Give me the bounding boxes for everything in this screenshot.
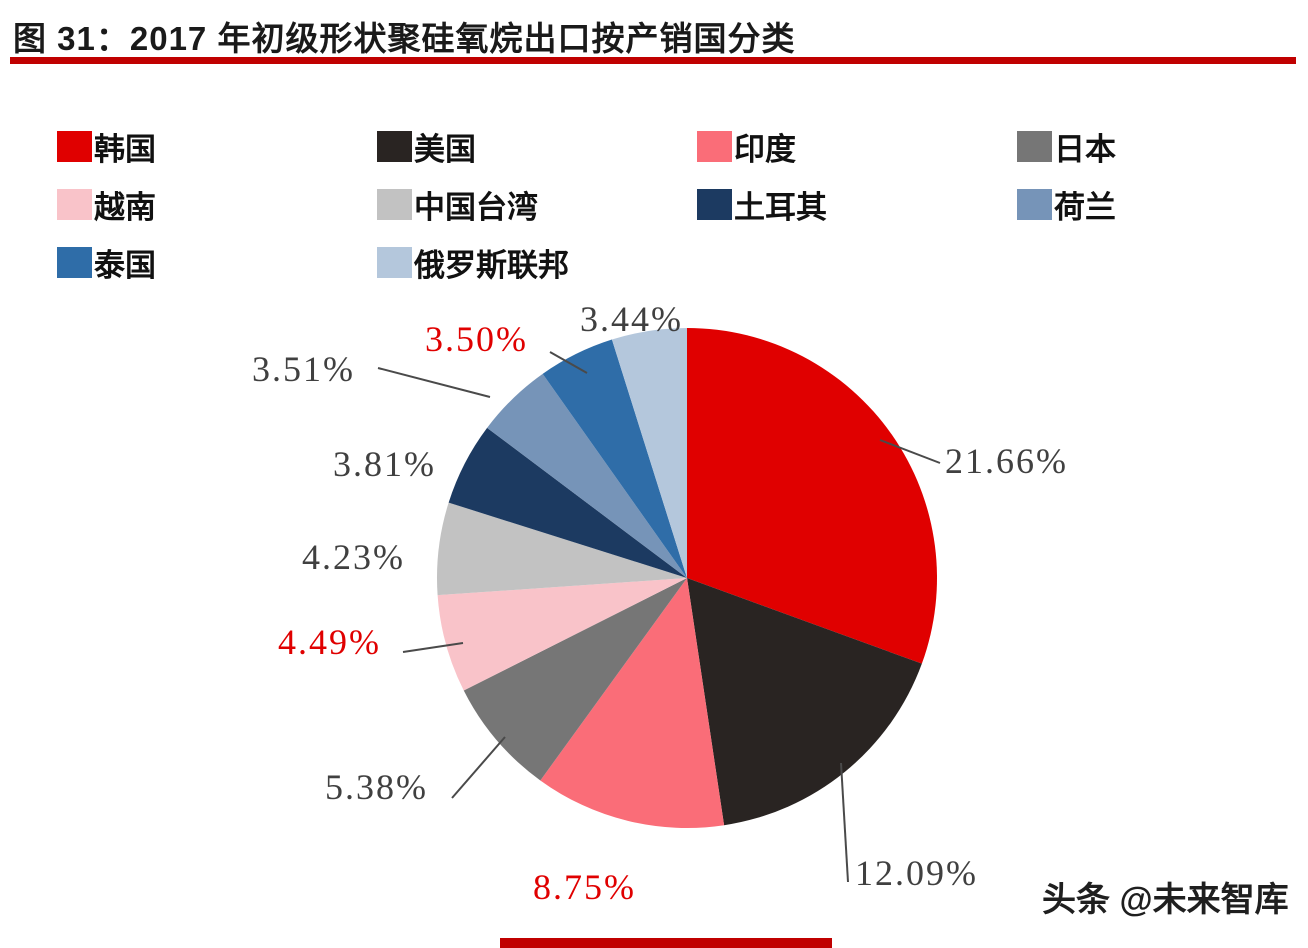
legend-item: 印度	[697, 128, 1017, 167]
legend-swatch-icon	[57, 246, 92, 278]
legend-label: 韩国	[94, 131, 156, 167]
legend-swatch-icon	[697, 188, 732, 220]
pie-slice-0	[687, 328, 938, 664]
legend-swatch-icon	[697, 130, 732, 162]
legend-item: 日本	[1017, 128, 1308, 167]
legend-item: 土耳其	[697, 186, 1017, 225]
legend-item: 泰国	[57, 244, 377, 283]
pie-slice-5	[436, 502, 687, 596]
leader-line-5-38	[451, 736, 506, 799]
legend-item: 荷兰	[1017, 186, 1308, 225]
legend-label: 泰国	[94, 247, 156, 283]
slice-label-japan: 5.38%	[325, 767, 428, 807]
legend-label: 越南	[94, 189, 156, 225]
legend-item: 越南	[57, 186, 377, 225]
legend-swatch-icon	[57, 130, 92, 162]
footer-bar	[500, 938, 832, 948]
legend-swatch-icon	[1017, 188, 1052, 220]
slice-label-thailand: 3.50%	[425, 319, 528, 359]
slice-label-turkey: 3.81%	[333, 444, 436, 484]
legend-swatch-icon	[1017, 130, 1052, 162]
slice-label-taiwan: 4.23%	[302, 537, 405, 577]
pie-slice-1	[687, 578, 922, 826]
legend-label: 荷兰	[1054, 189, 1116, 225]
leader-line-3-51	[377, 367, 491, 398]
leader-line-3-50	[549, 351, 588, 374]
pie-slices-layer	[436, 328, 938, 828]
chart-title: 图 31：2017 年初级形状聚硅氧烷出口按产销国分类	[13, 20, 796, 57]
pie-slice-6	[448, 427, 687, 578]
watermark: 头条 @未来智库	[1042, 881, 1289, 919]
legend-swatch-icon	[377, 246, 412, 278]
leader-line-21-66	[879, 439, 941, 464]
legend-swatch-icon	[377, 188, 412, 220]
legend: 韩国 美国 印度 日本 越南 中国台湾 土耳其 荷兰	[57, 128, 1308, 283]
leader-lines-layer	[377, 351, 941, 883]
slice-label-netherlands: 3.51%	[252, 349, 355, 389]
slice-label-russia: 3.44%	[580, 299, 683, 339]
legend-swatch-icon	[377, 130, 412, 162]
legend-label: 中国台湾	[414, 189, 538, 225]
pie-slice-4	[437, 578, 687, 691]
legend-label: 日本	[1054, 131, 1116, 167]
legend-label: 俄罗斯联邦	[414, 247, 569, 283]
pie-slice-7	[487, 373, 687, 578]
legend-item: 中国台湾	[377, 186, 697, 225]
slice-label-india: 8.75%	[533, 867, 636, 907]
legend-label: 美国	[414, 131, 476, 167]
pie-slice-2	[540, 578, 725, 828]
leader-line-12-09	[840, 762, 849, 883]
title-underline	[10, 57, 1296, 64]
slice-label-vietnam: 4.49%	[278, 622, 381, 662]
pie-slice-3	[463, 578, 687, 781]
slice-label-usa: 12.09%	[855, 853, 978, 893]
legend-item: 美国	[377, 128, 697, 167]
legend-item: 韩国	[57, 128, 377, 167]
slice-label-korea: 21.66%	[945, 441, 1068, 481]
leader-line-4-49	[402, 642, 464, 653]
legend-item: 俄罗斯联邦	[377, 244, 697, 283]
legend-label: 印度	[734, 131, 796, 167]
pie-slice-8	[542, 339, 687, 578]
pie-slice-9	[611, 328, 687, 578]
legend-swatch-icon	[57, 188, 92, 220]
legend-label: 土耳其	[734, 189, 827, 225]
